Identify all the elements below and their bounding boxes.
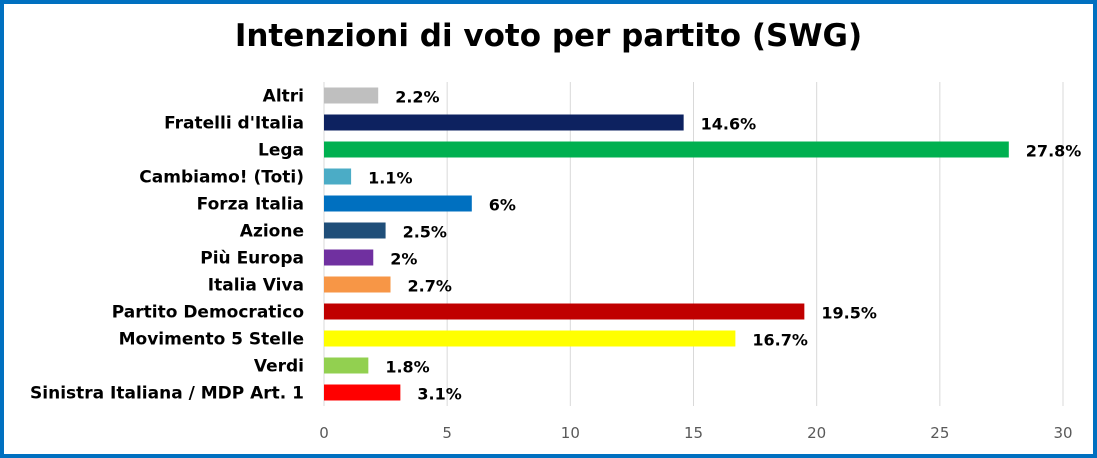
category-label: Altri [263,87,304,107]
category-label: Azione [240,222,304,242]
data-label: 2.2% [395,88,439,107]
data-label: 16.7% [752,331,808,350]
bar [324,249,374,266]
category-label: Italia Viva [208,276,304,296]
category-label: Verdi [254,357,304,377]
category-label: Sinistra Italiana / MDP Art. 1 [30,384,304,404]
data-label: 1.8% [385,358,429,377]
bar [324,141,1009,158]
data-label: 27.8% [1026,142,1082,161]
x-tick-label: 25 [930,424,949,442]
bar [324,222,386,239]
category-label: Partito Democratico [112,303,304,323]
bar [324,357,369,374]
bar [324,87,379,104]
x-tick-label: 0 [319,424,329,442]
data-label: 19.5% [821,304,877,323]
data-label: 1.1% [368,169,412,188]
category-label: Cambiamo! (Toti) [139,168,304,188]
data-label: 14.6% [701,115,757,134]
data-label: 3.1% [417,385,461,404]
category-labels: Altri Fratelli d'Italia Lega Cambiamo! (Tot… [30,87,304,404]
value-labels: 2.2% 14.6% 27.8% 1.1% 6% 2.5% 2% 2.7% 19.5% 16.7%… [368,88,1081,404]
bar [324,114,684,131]
category-label: Più Europa [200,249,304,269]
category-label: Movimento 5 Stelle [119,330,304,350]
x-tick-label: 20 [807,424,826,442]
bar [324,168,352,185]
bar [324,330,736,347]
category-label: Fratelli d'Italia [164,114,304,134]
x-tick-label: 10 [561,424,580,442]
x-tick-label: 15 [684,424,703,442]
x-axis-ticks: 0 5 10 15 20 25 30 [319,424,1072,442]
data-label: 2.7% [408,277,452,296]
x-tick-label: 5 [442,424,452,442]
data-label: 6% [489,196,516,215]
bar [324,303,805,320]
x-tick-label: 30 [1053,424,1072,442]
category-label: Forza Italia [197,195,304,215]
bar [324,276,391,293]
bar [324,195,472,212]
chart-title: Intenzioni di voto per partito (SWG) [234,18,863,54]
gridlines [323,82,1064,406]
category-label: Lega [258,141,304,161]
data-label: 2.5% [403,223,447,242]
data-label: 2% [390,250,417,269]
bar [324,384,401,401]
bars [324,87,1009,401]
